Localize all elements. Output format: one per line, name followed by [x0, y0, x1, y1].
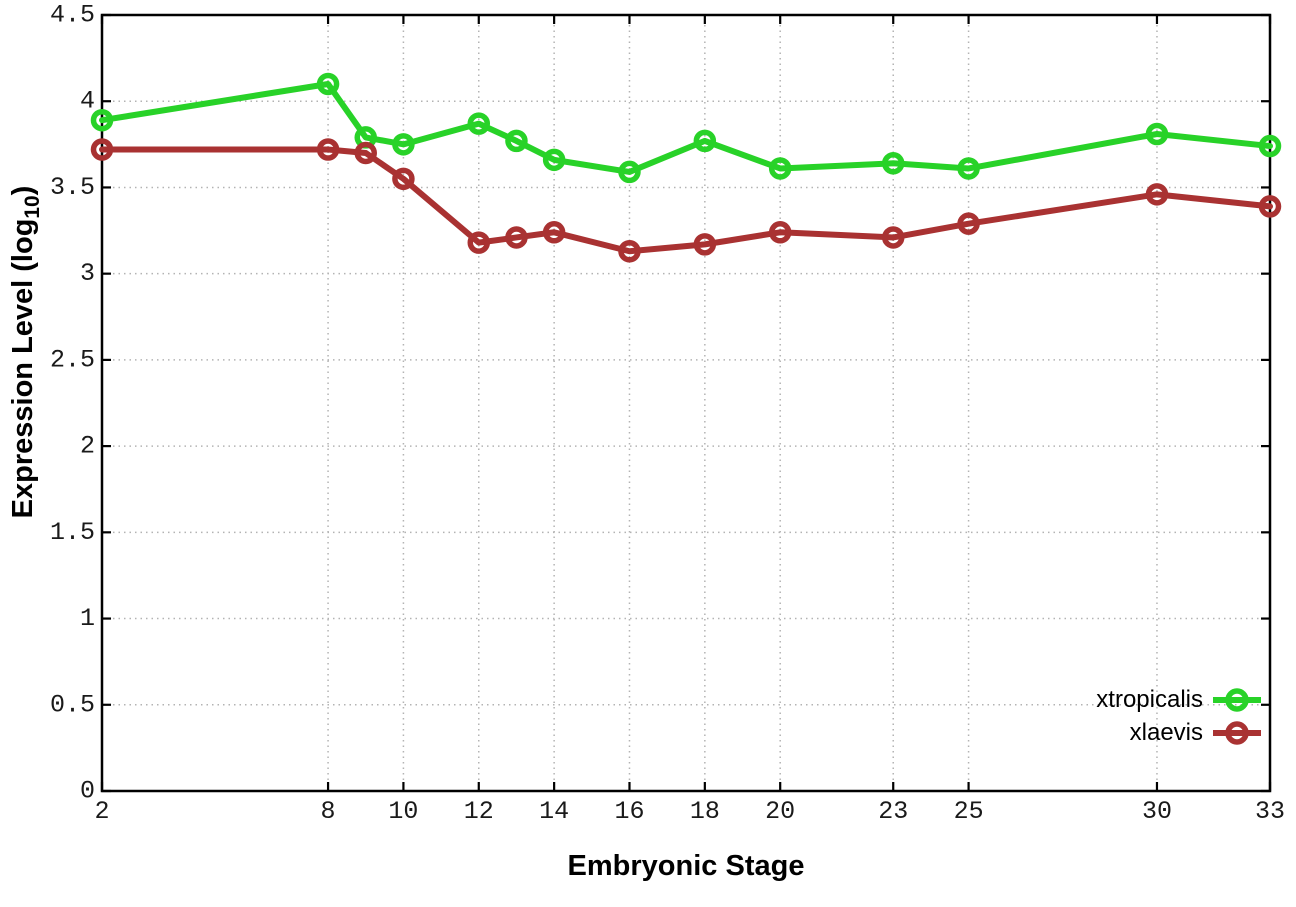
x-tick-label-10: 10	[388, 797, 418, 826]
x-tick-label-25: 25	[954, 797, 984, 826]
x-tick-label-33: 33	[1255, 797, 1285, 826]
x-tick-label-23: 23	[878, 797, 908, 826]
data-point-xlaevis-stage-16	[618, 239, 641, 263]
legend-entry-xlaevis: xlaevis	[1096, 717, 1262, 748]
y-tick-label-4: 4	[80, 87, 95, 116]
y-axis-title-text: Expression Level (log	[7, 218, 40, 519]
legend: xtropicalis xlaevis	[1096, 684, 1262, 748]
x-tick-label-14: 14	[539, 797, 569, 826]
data-point-xtropicalis-stage-16	[618, 160, 641, 184]
legend-label-xtropicalis: xtropicalis	[1096, 686, 1203, 713]
y-tick-label-1: 1	[80, 604, 95, 633]
plot-border	[100, 13, 1272, 793]
data-point-xtropicalis-stage-33	[1258, 134, 1282, 158]
y-tick-label-1.5: 1.5	[50, 518, 95, 547]
x-tick-label-12: 12	[464, 797, 494, 826]
data-point-xlaevis-stage-12	[467, 231, 491, 254]
x-tick-label-18: 18	[690, 797, 720, 826]
data-point-xlaevis-stage-2	[90, 138, 114, 161]
data-point-xtropicalis-stage-18	[693, 129, 717, 153]
data-point-xlaevis-stage-14	[542, 221, 566, 244]
y-tick-label-0.5: 0.5	[50, 690, 95, 719]
x-tick-label-30: 30	[1142, 797, 1172, 826]
data-point-xlaevis-stage-33	[1258, 195, 1282, 218]
data-point-xtropicalis-stage-10	[392, 133, 415, 156]
data-point-xtropicalis-stage-20	[768, 157, 792, 180]
data-point-xtropicalis-stage-8	[316, 72, 340, 96]
legend-marker-xtropicalis	[1213, 687, 1261, 712]
data-point-xlaevis-stage-10	[392, 167, 415, 191]
series-line-xtropicalis	[99, 80, 1273, 175]
data-point-xtropicalis-stage-23	[881, 152, 905, 175]
x-tick-label-8: 8	[321, 797, 336, 826]
y-tick-label-0: 0	[80, 777, 95, 806]
x-tick-label-16: 16	[614, 797, 644, 826]
data-point-xlaevis-stage-20	[768, 221, 792, 244]
y-axis-title: Expression Level (log10)	[7, 186, 45, 519]
data-point-xtropicalis-stage-25	[957, 157, 980, 180]
y-tick-label-2.5: 2.5	[50, 345, 95, 374]
x-tick-label-20: 20	[765, 797, 795, 826]
data-point-xtropicalis-stage-2	[90, 108, 114, 132]
data-point-xlaevis-stage-9	[354, 141, 377, 165]
x-axis-title: Embryonic Stage	[567, 850, 805, 882]
data-point-xlaevis-stage-18	[693, 233, 717, 256]
data-point-xtropicalis-stage-12	[467, 112, 491, 135]
legend-marker-xlaevis	[1213, 720, 1261, 745]
y-axis-title-subscript: 10	[20, 195, 44, 219]
data-point-xlaevis-stage-25	[957, 212, 980, 235]
y-tick-label-4.5: 4.5	[50, 1, 95, 30]
series-line-xlaevis	[99, 146, 1273, 255]
data-point-xlaevis-stage-23	[881, 226, 905, 249]
data-point-xtropicalis-stage-30	[1145, 122, 1169, 146]
y-axis-title-close: )	[7, 185, 40, 196]
data-point-xlaevis-stage-13	[505, 226, 528, 249]
data-point-xlaevis-stage-30	[1145, 183, 1169, 206]
legend-entry-xtropicalis: xtropicalis	[1096, 684, 1262, 715]
y-tick-label-2: 2	[80, 432, 95, 461]
data-point-xlaevis-stage-8	[316, 138, 340, 161]
data-point-xtropicalis-stage-14	[542, 148, 566, 172]
x-tick-label-2: 2	[94, 797, 109, 826]
y-tick-label-3.5: 3.5	[50, 173, 95, 202]
legend-label-xlaevis: xlaevis	[1129, 719, 1203, 746]
data-point-xtropicalis-stage-13	[505, 129, 528, 153]
y-tick-label-3: 3	[80, 259, 95, 288]
